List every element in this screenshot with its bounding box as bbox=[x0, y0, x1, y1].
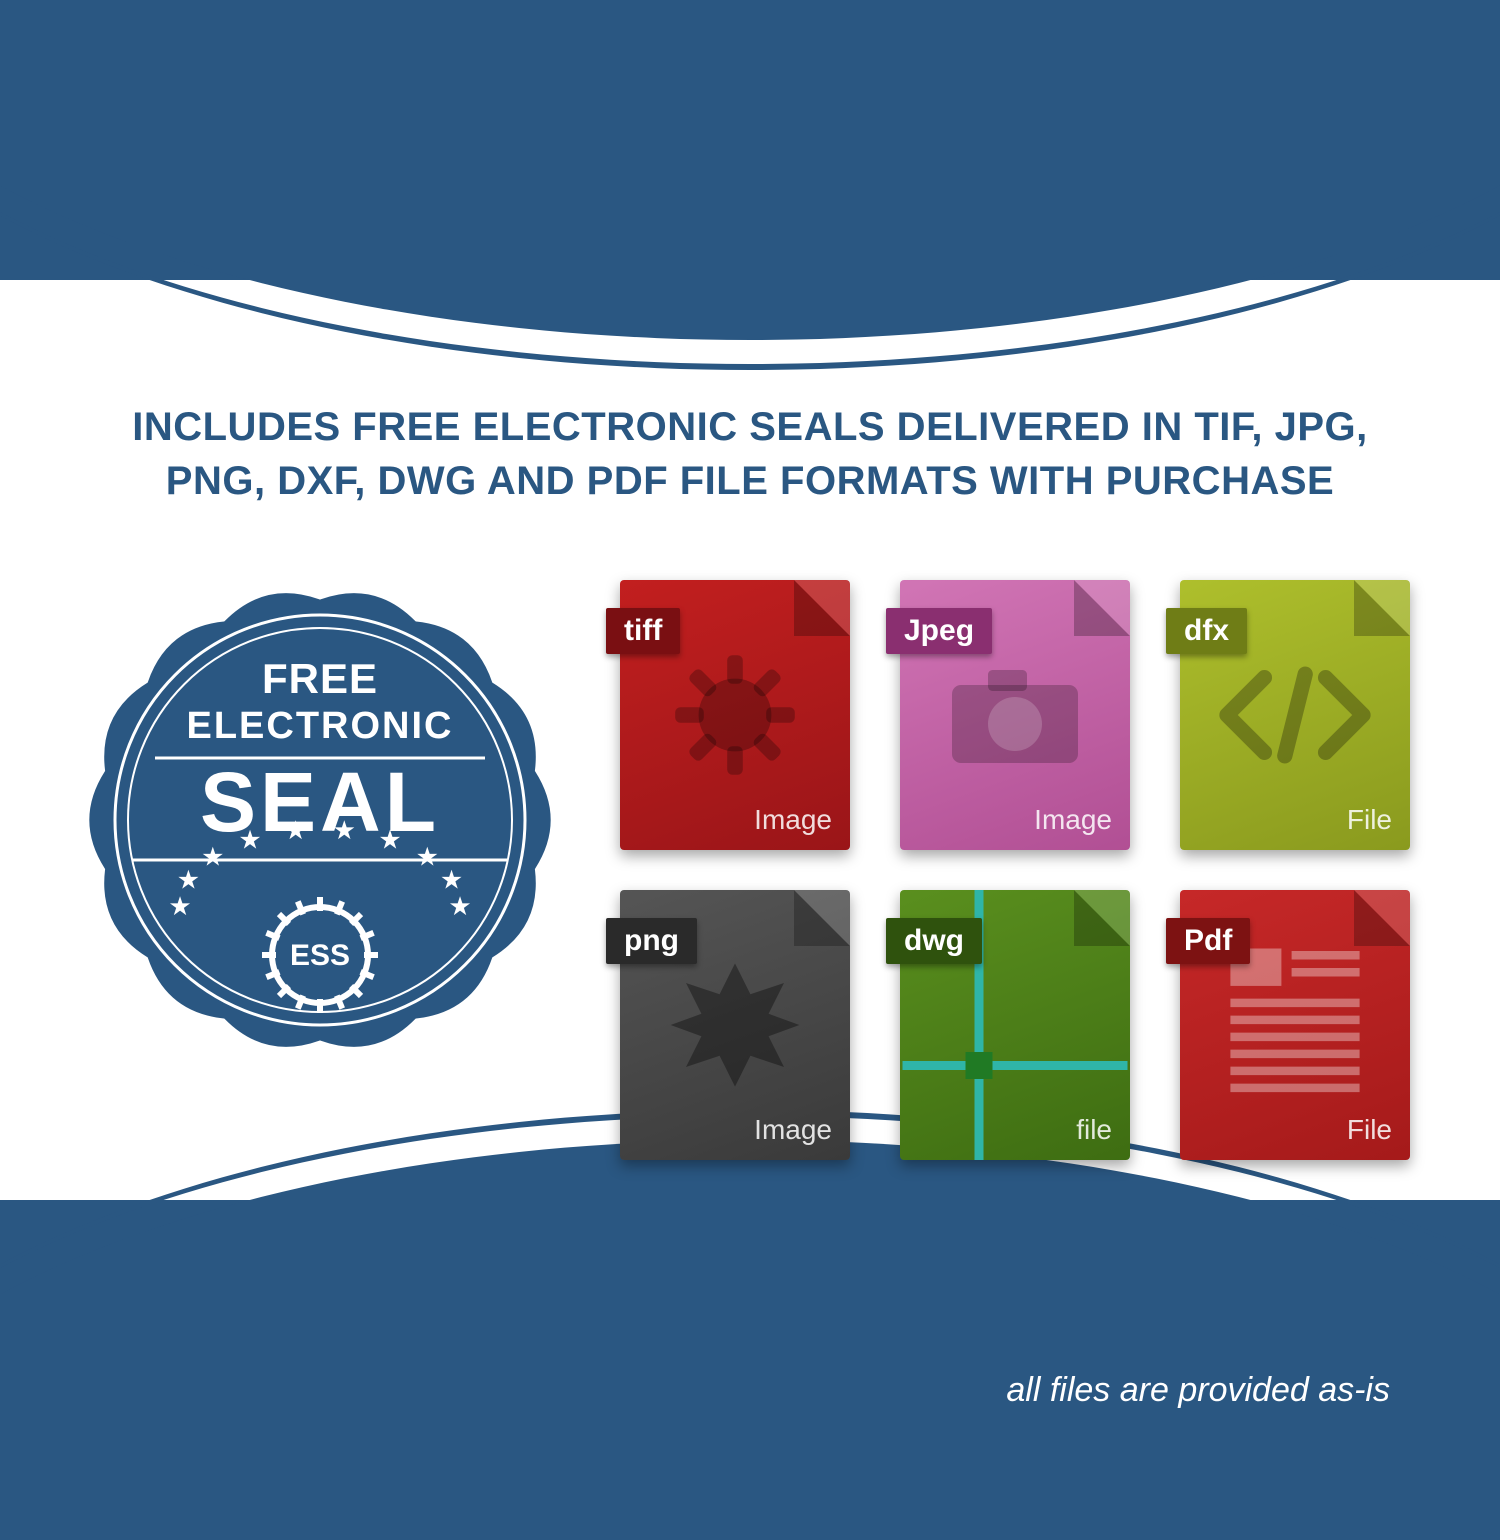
file-kind: Image bbox=[1034, 804, 1112, 836]
file-label: tiff bbox=[606, 608, 680, 654]
file-kind: Image bbox=[754, 804, 832, 836]
free-electronic-seal-badge: ★★★★★★★★★★ FREE ELECTRONIC SEAL ESS bbox=[60, 560, 580, 1080]
file-icon-jpeg: Jpeg Image bbox=[900, 580, 1130, 850]
file-label: dwg bbox=[886, 918, 982, 964]
file-kind: File bbox=[1347, 804, 1392, 836]
file-kind: file bbox=[1076, 1114, 1112, 1146]
file-icon-pdf: Pdf File bbox=[1180, 890, 1410, 1160]
seal-ess-text: ESS bbox=[265, 901, 375, 1011]
seal-line1: FREE bbox=[262, 655, 378, 703]
file-kind: Image bbox=[754, 1114, 832, 1146]
disclaimer-text: all files are provided as-is bbox=[1006, 1371, 1390, 1410]
file-label: png bbox=[606, 918, 697, 964]
file-label: dfx bbox=[1166, 608, 1247, 654]
seal-line3: SEAL bbox=[200, 754, 440, 851]
file-kind: File bbox=[1347, 1114, 1392, 1146]
seal-line2: ELECTRONIC bbox=[187, 705, 454, 748]
file-icon-png: png Image bbox=[620, 890, 850, 1160]
file-icon-dwg: dwg file bbox=[900, 890, 1130, 1160]
headline-text: INCLUDES FREE ELECTRONIC SEALS DELIVERED… bbox=[80, 400, 1420, 508]
file-format-grid: tiff Image Jpeg Image dfx File png Image bbox=[620, 580, 1430, 1170]
file-label: Pdf bbox=[1166, 918, 1250, 964]
file-label: Jpeg bbox=[886, 608, 992, 654]
bottom-arc-line bbox=[0, 1110, 1500, 1510]
top-arc-line bbox=[0, 0, 1500, 370]
file-icon-tiff: tiff Image bbox=[620, 580, 850, 850]
file-icon-dfx: dfx File bbox=[1180, 580, 1410, 850]
